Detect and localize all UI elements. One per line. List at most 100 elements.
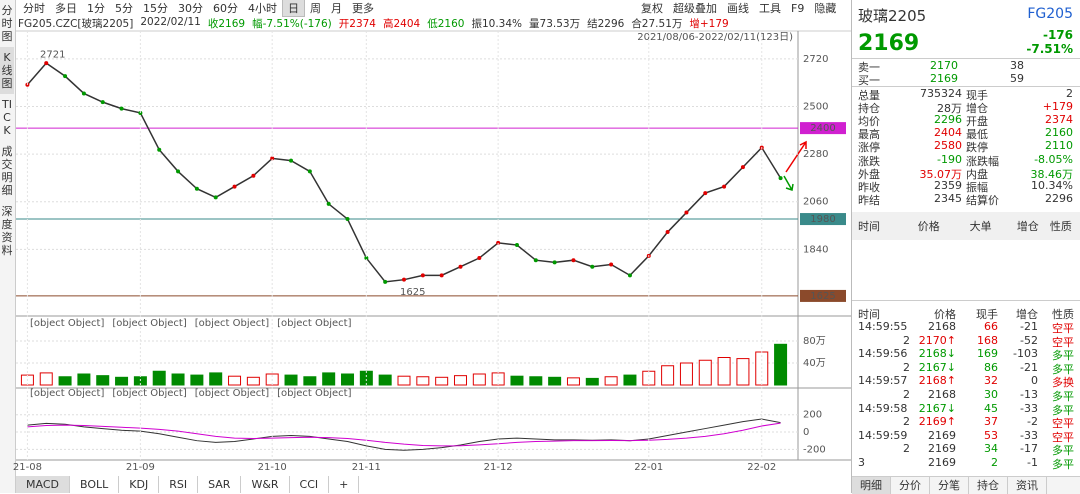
period-tab[interactable]: 30分	[178, 2, 203, 15]
legend-item: [object Object]	[30, 318, 104, 329]
tool-button[interactable]: F9	[791, 1, 805, 15]
period-tab[interactable]: 日	[282, 0, 305, 17]
indicator-tab[interactable]: MACD	[16, 476, 70, 493]
panel-tab[interactable]: 分笔	[930, 477, 969, 494]
volume-bar	[717, 357, 731, 386]
trade-cell: 2	[903, 388, 910, 401]
volume-bar	[548, 376, 562, 386]
stat-label: 持仓	[858, 102, 880, 116]
stat-cell: 结算价 2296	[966, 192, 1073, 207]
column-header: 增仓	[1016, 308, 1038, 321]
price-point	[270, 156, 275, 161]
trade-cell: -1	[1027, 456, 1038, 469]
price-point	[778, 176, 783, 181]
indicator-tab[interactable]: W&R	[241, 476, 290, 493]
price-point	[477, 256, 482, 261]
stat-value: 38.46万	[1030, 167, 1074, 181]
side-tab[interactable]: K线图	[0, 47, 14, 94]
period-tab[interactable]: 月	[331, 2, 342, 15]
volume-bar	[604, 376, 618, 386]
tool-button[interactable]: 复权	[641, 2, 663, 15]
tool-button[interactable]: 工具	[759, 2, 781, 15]
volume-bar	[152, 370, 166, 386]
indicator-tab[interactable]: SAR	[198, 476, 242, 493]
y-tick-label: 2500	[803, 101, 828, 112]
price-point	[458, 264, 463, 269]
trade-cell: 169	[977, 347, 998, 361]
trade-cell: -52	[1020, 333, 1038, 347]
tool-button[interactable]: 超级叠加	[673, 2, 717, 15]
trade-cell: 多平	[1052, 390, 1074, 403]
volume-bar	[39, 372, 53, 386]
stat-cell: 涨跌幅 -8.05%	[966, 153, 1073, 168]
volume-bar	[303, 376, 317, 386]
price-point	[740, 165, 745, 170]
x-tick-label: 21-08	[13, 462, 42, 473]
period-tab[interactable]: 多日	[55, 2, 77, 15]
stat-label: 涨停	[858, 141, 880, 155]
trade-cell: 2	[903, 333, 910, 347]
volume-bar	[642, 370, 656, 386]
indicator-tab[interactable]: RSI	[159, 476, 199, 493]
volume-bar	[228, 375, 242, 386]
volume-bar	[284, 374, 298, 386]
panel-tab[interactable]: 资讯	[1008, 477, 1047, 494]
trade-cell: -33	[1020, 428, 1038, 442]
price-point	[402, 277, 406, 282]
stat-label: 昨结	[858, 193, 880, 207]
x-tick-label: 22-01	[634, 462, 663, 473]
trade-row: 3 2169 2 -1 多平	[858, 456, 1076, 471]
stat-label: 总量	[858, 89, 880, 102]
column-header: 时间	[858, 308, 880, 321]
period-tab[interactable]: 60分	[213, 2, 238, 15]
trade-cell: 37	[984, 415, 998, 429]
trade-cell: 2169	[928, 428, 956, 442]
side-tab[interactable]: 分时图	[1, 4, 13, 43]
indicator-tab[interactable]: BOLL	[70, 476, 120, 493]
stat-cell: 跌停 2110	[966, 139, 1073, 154]
tool-button[interactable]: 画线	[727, 2, 749, 15]
period-tab[interactable]: 15分	[143, 2, 168, 15]
trade-cell: 空平	[1052, 430, 1074, 444]
period-tab[interactable]: 1分	[87, 2, 105, 15]
side-tab[interactable]: 深度资料	[1, 205, 13, 257]
volume-bar	[736, 358, 750, 386]
volume-bar	[190, 374, 204, 386]
period-tab[interactable]: 更多	[352, 2, 374, 15]
trade-cell: 2167↓	[918, 360, 956, 374]
stat-value: 2345	[934, 191, 962, 205]
panel-tab[interactable]: 明细	[852, 477, 891, 494]
side-tab[interactable]: 成交明细	[1, 145, 13, 197]
period-tab[interactable]: 分时	[23, 2, 45, 15]
legend-item: [object Object]	[277, 388, 351, 399]
info-item: 量73.53万	[529, 18, 581, 30]
divider	[852, 58, 1080, 59]
price-point	[514, 243, 519, 248]
tool-button[interactable]: 隐藏	[814, 2, 837, 15]
trade-cell: -13	[1020, 388, 1038, 401]
indicator-tab[interactable]: +	[329, 476, 360, 493]
indicator-tab[interactable]: KDJ	[119, 476, 160, 493]
reference-label: 1625	[810, 291, 835, 302]
trade-cell: 3	[858, 456, 865, 469]
volume-bar	[397, 375, 411, 386]
volume-bar	[209, 372, 223, 386]
stat-value: 2160	[1045, 126, 1073, 140]
column-header: 时间	[858, 220, 880, 233]
y-tick-label: 0	[803, 427, 809, 438]
trade-cell: 多平	[1052, 362, 1074, 376]
trade-cell: 2169	[928, 456, 956, 469]
price-point	[232, 184, 237, 189]
price-point	[81, 91, 86, 96]
book-label: 买一	[858, 74, 880, 87]
panel-tab[interactable]: 持仓	[969, 477, 1008, 494]
trade-cell: 14:59:59	[858, 428, 908, 442]
period-tab[interactable]: 5分	[115, 2, 133, 15]
indicator-tab[interactable]: CCI	[290, 476, 330, 493]
period-tab[interactable]: 周	[310, 2, 321, 15]
period-tab[interactable]: 4小时	[248, 2, 277, 15]
side-tab[interactable]: TICK	[2, 98, 12, 137]
y-tick-label: 200	[803, 410, 822, 421]
panel-tab[interactable]: 分价	[891, 477, 930, 494]
volume-bar	[661, 365, 675, 386]
